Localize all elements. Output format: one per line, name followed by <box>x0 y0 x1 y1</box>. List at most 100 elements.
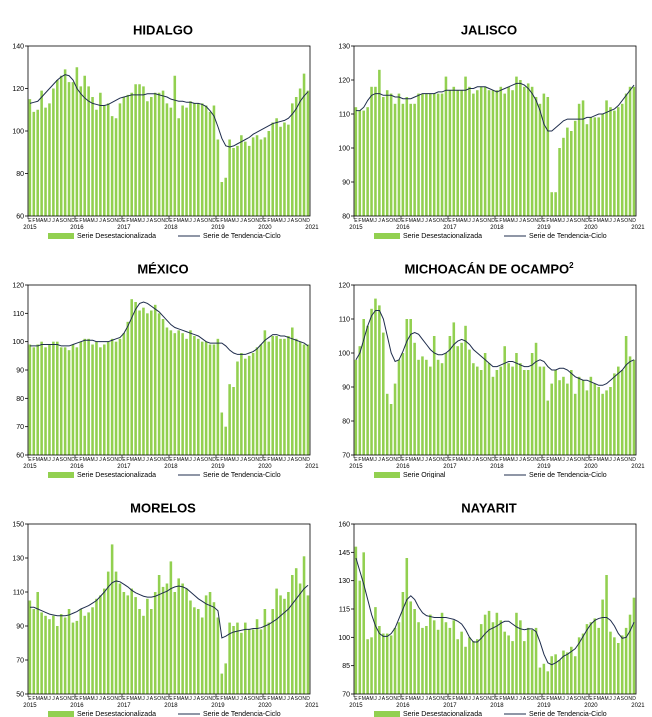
bar <box>40 612 43 694</box>
bar <box>224 177 227 216</box>
x-month-label: A <box>244 457 248 463</box>
x-month-label: M <box>417 218 421 224</box>
x-month-label: M <box>232 696 236 702</box>
bar <box>538 366 542 455</box>
bar <box>212 344 216 455</box>
x-month-label: F <box>267 457 270 463</box>
trend-line <box>355 82 635 132</box>
bar <box>440 363 444 455</box>
x-month-label: A <box>507 457 511 463</box>
bar <box>291 575 294 694</box>
x-month-label: D <box>306 457 310 463</box>
x-month-label: E <box>169 457 173 463</box>
x-month-label: S <box>154 457 158 463</box>
x-year-label: 2017 <box>443 703 457 709</box>
bar <box>75 620 79 694</box>
x-month-label: E <box>75 457 79 463</box>
bar <box>251 137 255 217</box>
x-year-label: 2018 <box>164 464 178 470</box>
x-month-label: A <box>228 457 232 463</box>
bar <box>597 627 600 694</box>
x-month-label: S <box>621 696 625 702</box>
bar <box>28 344 32 455</box>
bar <box>417 359 420 455</box>
x-month-label: J <box>378 457 381 463</box>
y-tick-label: 140 <box>12 44 24 51</box>
bar <box>432 620 436 694</box>
x-month-label: O <box>204 457 208 463</box>
bar <box>197 609 200 694</box>
bar <box>413 609 416 694</box>
x-year-label: 2017 <box>443 225 457 231</box>
bar <box>259 344 263 455</box>
y-tick-label: 90 <box>16 624 24 631</box>
bar <box>283 598 286 694</box>
x-month-label: M <box>605 696 609 702</box>
x-month-label: A <box>150 696 154 702</box>
x-year-label: 2020 <box>258 225 272 231</box>
bar <box>530 353 534 455</box>
bar <box>562 376 565 455</box>
bar <box>628 614 632 694</box>
x-month-label: A <box>291 218 295 224</box>
x-month-label: D <box>585 218 589 224</box>
bar <box>142 615 145 694</box>
x-month-label: O <box>530 218 534 224</box>
bar <box>204 341 208 455</box>
x-month-label: S <box>60 218 64 224</box>
bar <box>487 610 491 694</box>
x-month-label: A <box>523 218 527 224</box>
x-month-label: A <box>382 218 386 224</box>
bar <box>354 359 358 455</box>
x-month-label: O <box>298 696 302 702</box>
x-month-label: M <box>177 696 181 702</box>
x-month-label: D <box>212 457 216 463</box>
x-month-label: E <box>28 218 32 224</box>
bar <box>389 93 393 216</box>
bar <box>448 336 452 455</box>
legend-bar-swatch <box>48 711 74 717</box>
bar <box>279 126 282 216</box>
x-month-label: N <box>581 457 585 463</box>
x-year-label: 2021 <box>631 703 645 709</box>
bar <box>294 97 298 216</box>
bar <box>593 618 597 694</box>
x-month-label: A <box>87 218 91 224</box>
bar <box>106 103 110 217</box>
bar <box>255 135 259 216</box>
bar <box>103 588 106 694</box>
x-month-label: O <box>624 457 628 463</box>
bar <box>436 359 440 455</box>
bar <box>409 103 412 216</box>
bar <box>189 330 192 455</box>
bar <box>526 83 530 217</box>
x-month-label: N <box>114 457 118 463</box>
bar <box>91 344 94 455</box>
x-month-label: M <box>456 457 460 463</box>
x-year-label: 2016 <box>70 464 84 470</box>
x-month-label: A <box>617 218 621 224</box>
x-month-label: N <box>161 696 165 702</box>
bar <box>495 370 499 455</box>
bar <box>177 118 180 216</box>
bar <box>146 598 149 694</box>
x-month-label: N <box>534 218 538 224</box>
y-tick-label: 130 <box>338 44 350 51</box>
bar <box>617 366 620 455</box>
x-month-label: A <box>617 457 621 463</box>
x-month-label: J <box>236 696 239 702</box>
x-month-label: F <box>126 696 129 702</box>
bar <box>95 341 98 455</box>
bar <box>52 341 55 455</box>
bar <box>413 342 416 455</box>
x-month-label: S <box>295 457 299 463</box>
bar <box>48 619 51 694</box>
bar <box>530 86 534 216</box>
bar <box>382 332 385 455</box>
bar <box>495 612 499 694</box>
x-month-label: D <box>585 696 589 702</box>
x-month-label: N <box>208 457 212 463</box>
bar <box>134 84 137 216</box>
bar <box>432 93 436 216</box>
